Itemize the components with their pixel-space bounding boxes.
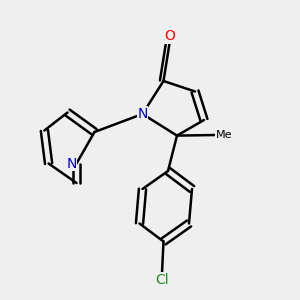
Text: O: O [164,29,175,44]
Text: Cl: Cl [155,273,169,287]
Text: Me: Me [216,130,232,140]
Text: N: N [137,107,148,121]
Text: N: N [66,157,76,170]
